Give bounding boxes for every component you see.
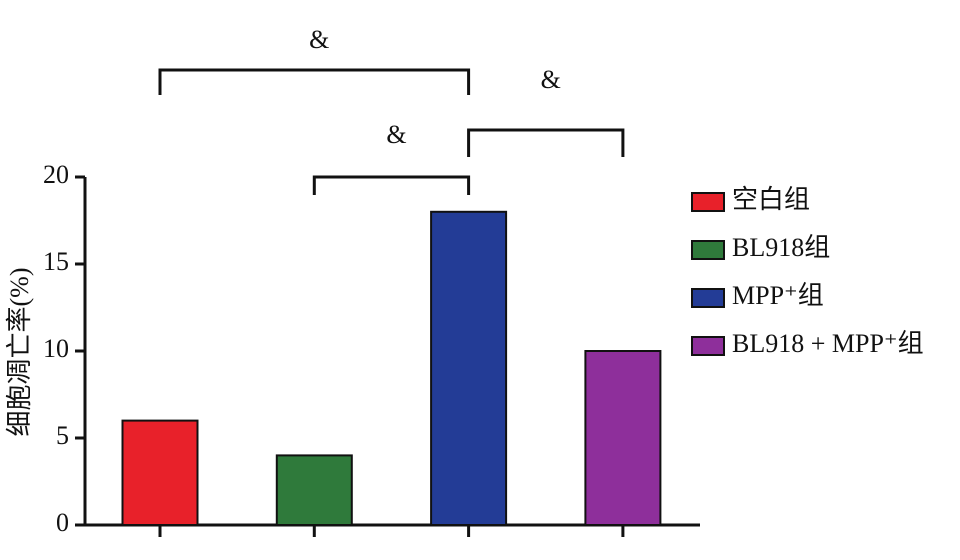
- legend-label: BL918组: [732, 233, 830, 262]
- significance-bracket: [467, 128, 625, 157]
- legend-swatch: [691, 240, 725, 260]
- bar: [430, 210, 508, 527]
- significance-label: &: [541, 65, 561, 94]
- legend-label: 空白组: [732, 185, 810, 214]
- significance-label: &: [309, 25, 329, 54]
- bar: [584, 350, 662, 526]
- y-tick-label: 0: [56, 508, 69, 537]
- significance-bracket: [158, 68, 471, 95]
- legend-label: BL918 + MPP⁺组: [732, 329, 924, 358]
- legend-label: MPP⁺组: [732, 281, 824, 310]
- y-tick-label: 10: [43, 334, 69, 363]
- significance-bracket: [312, 175, 471, 195]
- y-axis-label: 细胞凋亡率(%): [5, 268, 34, 437]
- legend-swatch: [691, 288, 725, 308]
- legend-swatch: [691, 192, 725, 212]
- significance-label: &: [386, 120, 406, 149]
- bar: [121, 419, 199, 527]
- y-tick-label: 20: [43, 160, 69, 189]
- y-tick-label: 5: [56, 421, 69, 450]
- y-tick-label: 15: [43, 247, 69, 276]
- legend-swatch: [691, 336, 725, 356]
- bar: [275, 454, 353, 526]
